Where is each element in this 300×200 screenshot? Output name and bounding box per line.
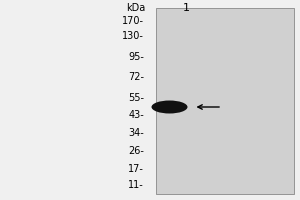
Ellipse shape [152,100,188,114]
Text: 95-: 95- [128,52,144,62]
Text: 34-: 34- [128,128,144,138]
Text: 11-: 11- [128,180,144,190]
Text: kDa: kDa [126,3,146,13]
Text: 130-: 130- [122,31,144,41]
Text: 72-: 72- [128,72,144,82]
Text: 1: 1 [182,3,190,13]
Text: 55-: 55- [128,93,144,103]
Text: 170-: 170- [122,16,144,26]
Text: 43-: 43- [128,110,144,120]
Text: 26-: 26- [128,146,144,156]
Bar [156,8,294,194]
Text: 17-: 17- [128,164,144,174]
